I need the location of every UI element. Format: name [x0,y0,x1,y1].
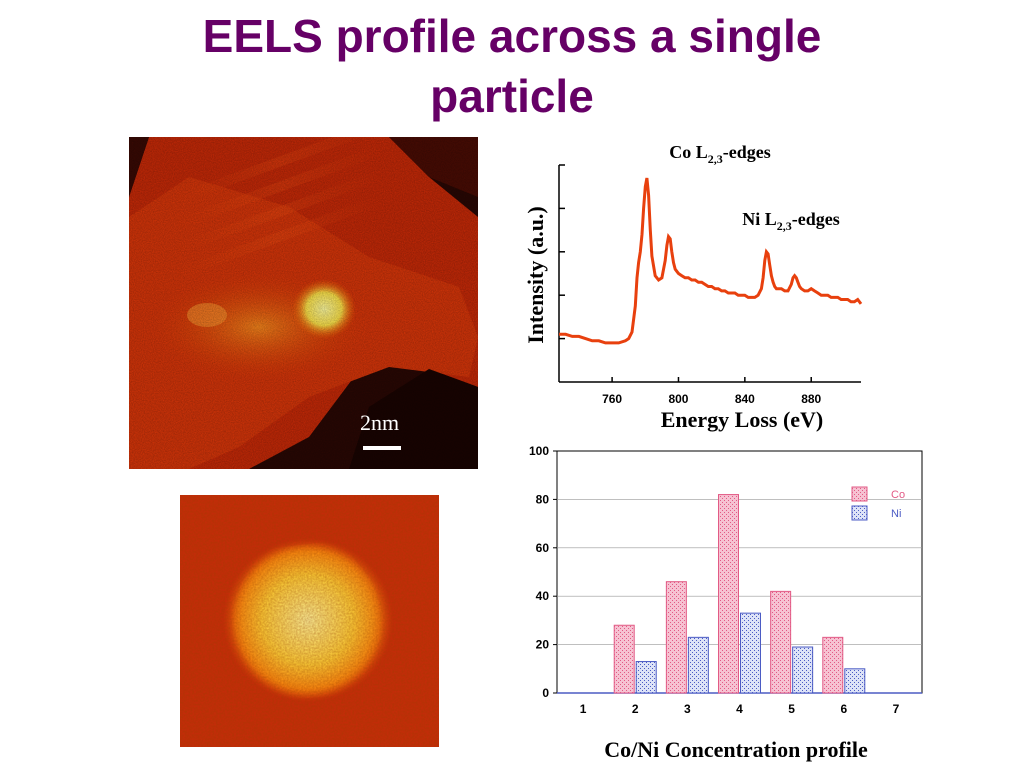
legend-label-ni: Ni [891,508,901,520]
bar-ni: Ni 4: 33 [740,612,761,694]
co-edge-label: Co L [669,142,708,162]
eels-ticks: 760 800 840 880 [559,164,822,406]
bar-x-tick-label: 4 [736,702,743,716]
bar-plot-frame [556,450,923,694]
bar-x-tick-label: 2 [632,702,639,716]
legend-swatch-co [851,486,868,502]
bar-y-tick-label: 20 [536,638,550,652]
ni-edge-subscript: 2,3 [777,219,792,233]
ni-edge-annotation: Ni L2,3-edges [742,209,840,233]
stem-micrograph-bottom [180,495,439,747]
eels-axes [558,165,861,383]
bar-x-tick-label: 3 [684,702,691,716]
eels-x-axis-label: Energy Loss (eV) [661,407,824,432]
bar-ni: Ni 3: 23 [687,636,709,694]
bar-x-tick-label: 6 [840,702,847,716]
scale-bar [363,446,401,450]
bar-co: Co 4: 82 [718,494,739,694]
bar-co: Co 3: 46 [665,581,687,694]
eels-x-tick-label: 800 [668,392,688,406]
bar-ni: Ni 2: 13 [635,661,657,694]
ni-edge-label: Ni L [742,209,777,229]
bar-ni: Ni 6: 10 [844,668,866,694]
bar-y-tick-label: 0 [542,686,549,700]
bar-co: Co 5: 42 [770,590,792,694]
bar-x-tick-label: 5 [788,702,795,716]
eels-x-tick-label: 840 [735,392,755,406]
bar-ni: Ni 5: 19 [792,646,814,694]
bar-co: Co 6: 23 [822,636,844,694]
bar-legend: Co Ni [851,486,905,521]
co-edge-annotation: Co L2,3-edges [669,142,771,166]
scale-bar-label: 2nm [360,410,400,435]
bar-tick-labels: 0 20 40 60 80 100 1 2 3 4 5 6 7 [529,444,900,716]
bar-y-tick-label: 100 [529,444,549,458]
legend-swatch-ni [851,505,868,521]
slide-title-line-1: EELS profile across a single [202,10,822,62]
eels-x-tick-label: 880 [801,392,821,406]
bar-x-tick-label: 1 [580,702,587,716]
bar-y-tick-label: 40 [536,589,550,603]
slide-title: EELS profile across a single particle [0,6,1024,126]
ni-edge-suffix: -edges [792,209,840,229]
bar-chart-title: Co/Ni Concentration profile [604,737,868,762]
bar-axes [556,450,923,694]
bar-gridlines [553,450,922,694]
bar-x-tick-label: 7 [893,702,900,716]
bar-marks: Co 2: 28 Co 3: 46 Co 4: 82 Co 5: 42 Co 6: 23… [613,494,866,694]
legend-label-co: Co [891,489,905,501]
bar-y-tick-label: 60 [536,541,550,555]
bar-co: Co 2: 28 [613,624,635,694]
stem-micrograph-top [129,137,478,469]
eels-x-tick-label: 760 [602,392,622,406]
co-edge-suffix: -edges [723,142,771,162]
slide-title-line-2: particle [430,70,594,122]
eels-y-axis-label: Intensity (a.u.) [523,206,548,344]
bar-y-tick-label: 80 [536,492,550,506]
co-edge-subscript: 2,3 [708,152,723,166]
eels-spectrum-line [559,177,863,345]
